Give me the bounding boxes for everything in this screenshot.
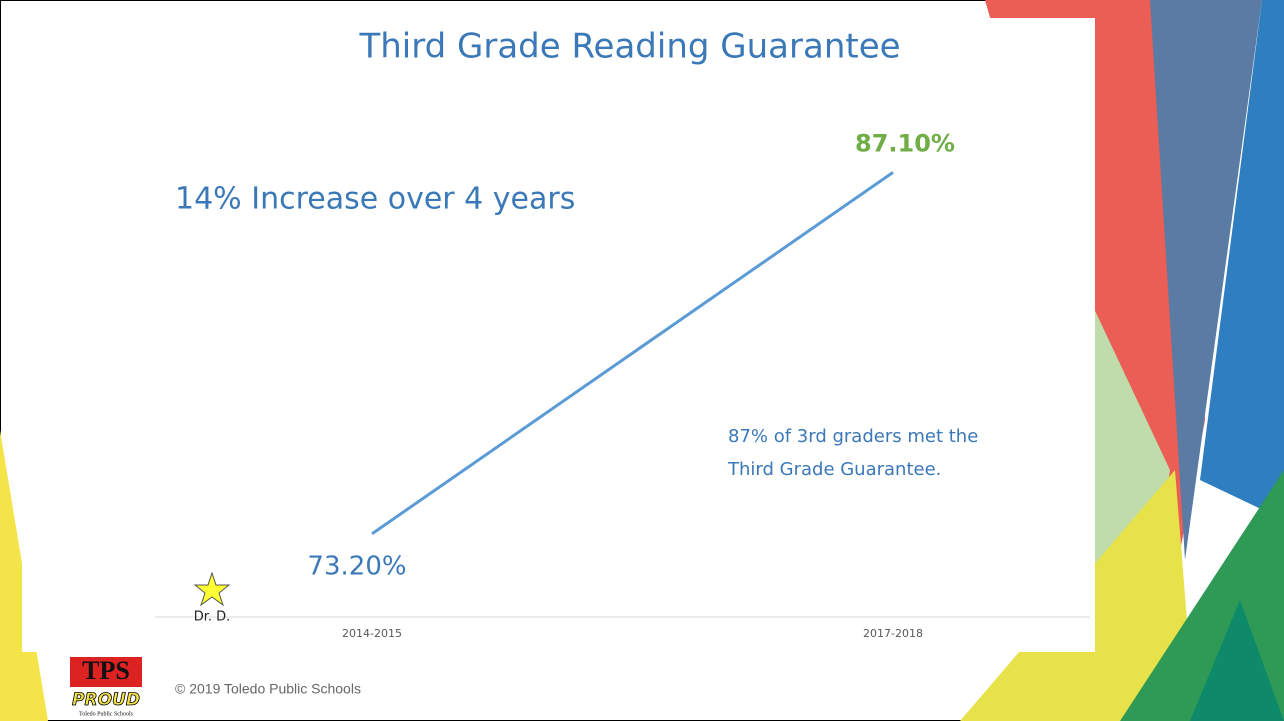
data-label: 87.10%: [855, 129, 955, 157]
data-label: 73.20%: [307, 551, 406, 581]
footer: © 2019 Toledo Public Schools: [175, 681, 361, 697]
logo: TPS PROUD Toledo Public Schools: [70, 656, 142, 717]
annotation: 14% Increase over 4 years: [175, 182, 575, 217]
title: Third Grade Reading Guarantee: [358, 27, 900, 67]
logo-text: TPS: [82, 656, 130, 685]
annotation: 87% of 3rd graders met the: [728, 426, 978, 447]
logo-bg: [70, 657, 142, 687]
logo-text: PROUD: [72, 690, 140, 710]
star-label: Dr. D.: [194, 610, 231, 625]
star: [193, 571, 231, 607]
logo-text: Toledo Public Schools: [79, 711, 134, 717]
line: [371, 171, 894, 536]
x-tick-label: 2017-2018: [863, 627, 923, 640]
x-tick-label: 2014-2015: [342, 627, 402, 640]
annotation: Third Grade Guarantee.: [727, 459, 941, 480]
